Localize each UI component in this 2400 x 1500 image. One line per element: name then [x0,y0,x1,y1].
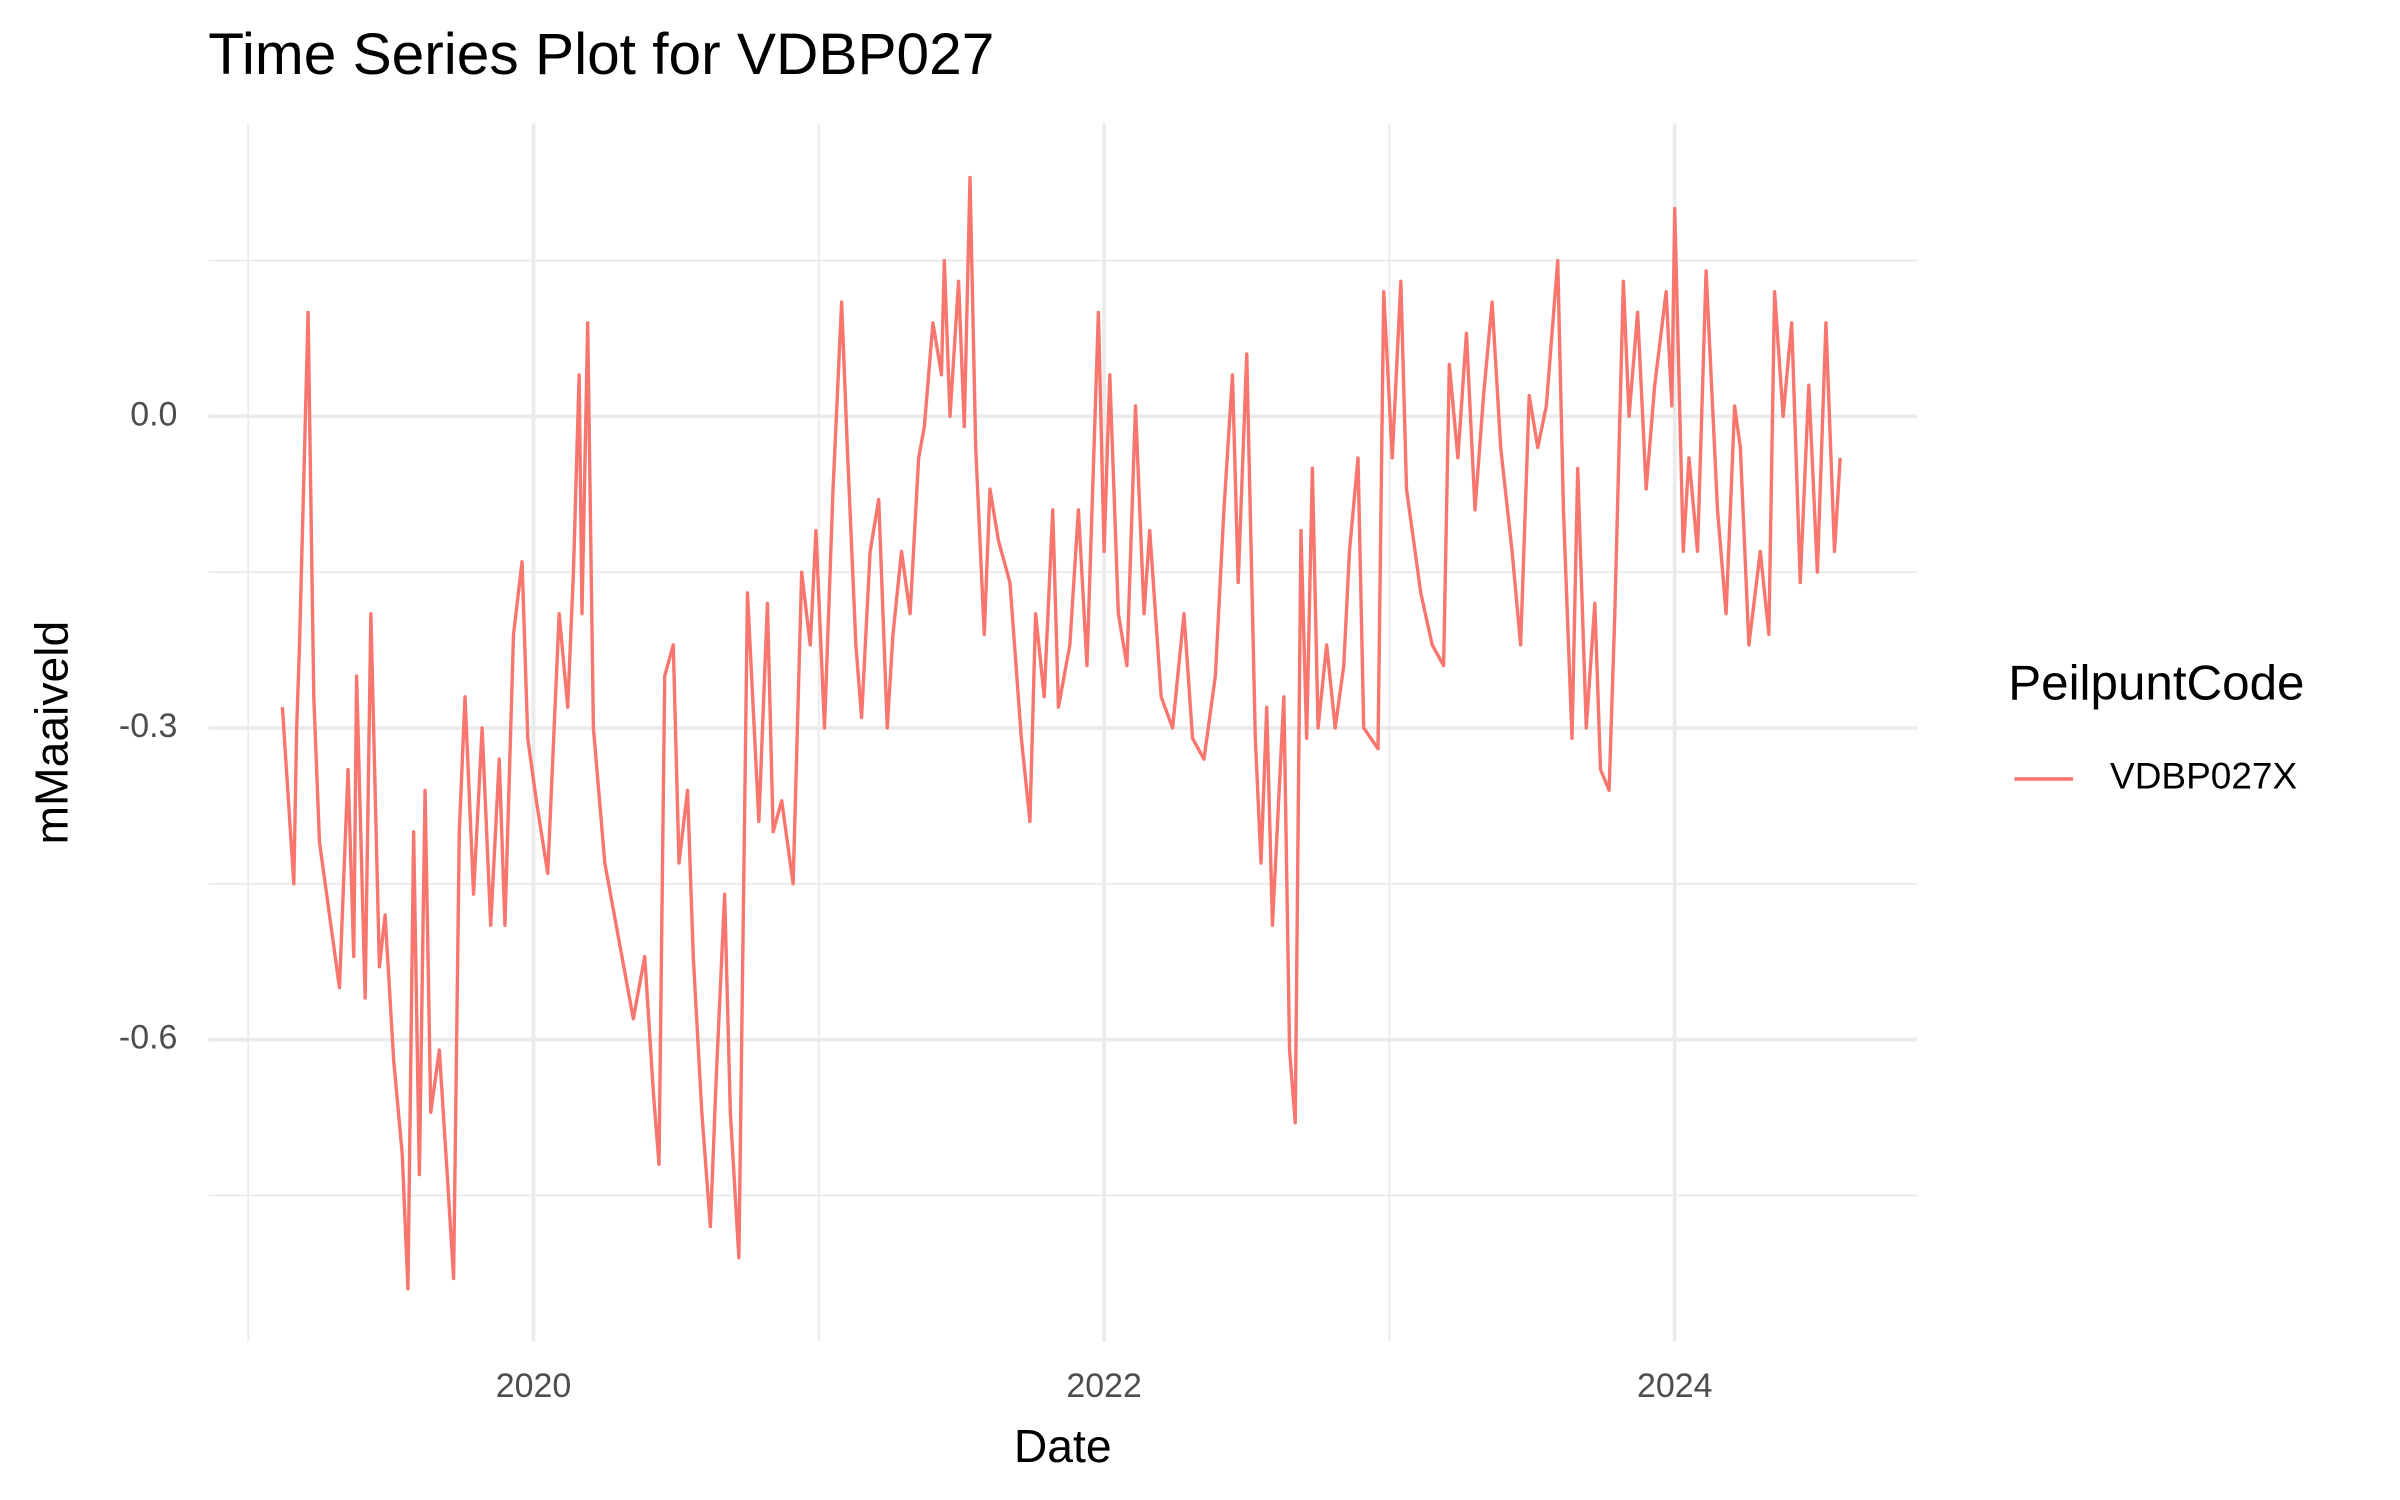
data-line [280,175,1842,1291]
chart-title: Time Series Plot for VDBP027 [208,22,994,87]
x-axis-title: Date [1014,1420,1112,1472]
y-tick-label: -0.3 [119,707,177,745]
y-tick-label: -0.6 [119,1019,177,1057]
legend-label: VDBP027X [2110,755,2297,797]
y-axis-title: mMaaiveld [26,621,78,845]
legend-title: PeilpuntCode [2008,655,2304,710]
x-tick-label: 2020 [496,1367,571,1405]
y-tick-label: 0.0 [130,395,177,433]
x-tick-label: 2022 [1066,1367,1141,1405]
x-tick-label: 2024 [1637,1367,1712,1405]
